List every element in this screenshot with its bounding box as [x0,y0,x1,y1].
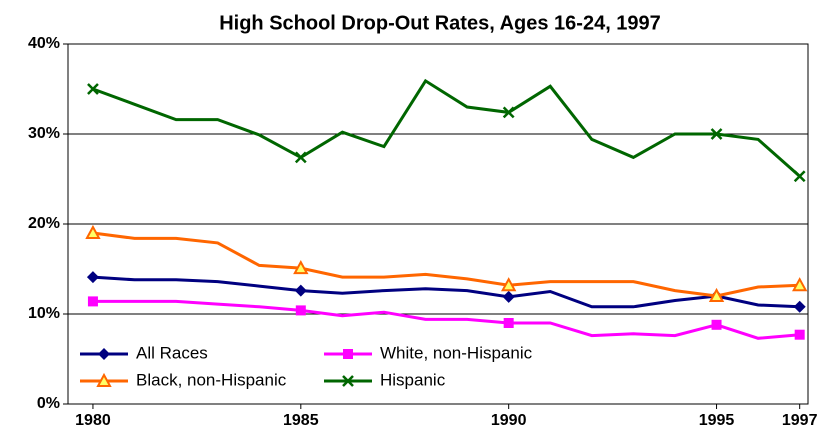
legend-label: Black, non-Hispanic [136,370,287,389]
series-marker [294,284,307,297]
series-marker [503,318,514,328]
series-marker [294,151,307,164]
series-line [92,231,800,298]
series-marker [711,319,722,330]
legend-marker [343,349,353,359]
series-marker [86,271,99,284]
series-line [92,78,801,178]
series-marker [708,287,725,302]
y-tick-label: 0% [37,395,60,412]
series-line [92,299,800,340]
x-tick-label: 1997 [782,412,818,429]
series-marker [502,106,515,119]
chart-title: High School Drop-Out Rates, Ages 16-24, … [219,12,661,34]
y-tick-label: 30% [28,125,60,142]
series-marker [85,224,101,239]
series-line [92,275,800,309]
series-marker [500,277,517,292]
x-tick-label: 1990 [491,412,527,429]
series-marker [295,305,306,316]
series-marker [793,300,806,313]
series-marker [792,277,808,292]
legend-label: Hispanic [380,370,446,389]
x-tick-label: 1980 [75,412,111,429]
series-marker [87,83,99,95]
legend-label: All Races [136,343,208,362]
x-tick-label: 1995 [699,412,735,429]
y-tick-label: 20% [28,215,60,232]
series-marker [793,170,806,183]
series-marker [794,329,805,340]
y-tick-label: 40% [28,35,60,52]
legend-marker [96,372,112,387]
legend-marker [98,348,110,360]
legend-marker [342,375,354,387]
plot-border [67,43,809,405]
x-tick-label: 1985 [283,412,319,429]
series-marker [293,260,309,275]
legend-label: White, non-Hispanic [380,343,533,362]
y-tick-label: 10% [28,305,60,322]
series-marker [87,296,98,307]
series-marker [502,290,515,303]
series-marker [710,128,723,140]
